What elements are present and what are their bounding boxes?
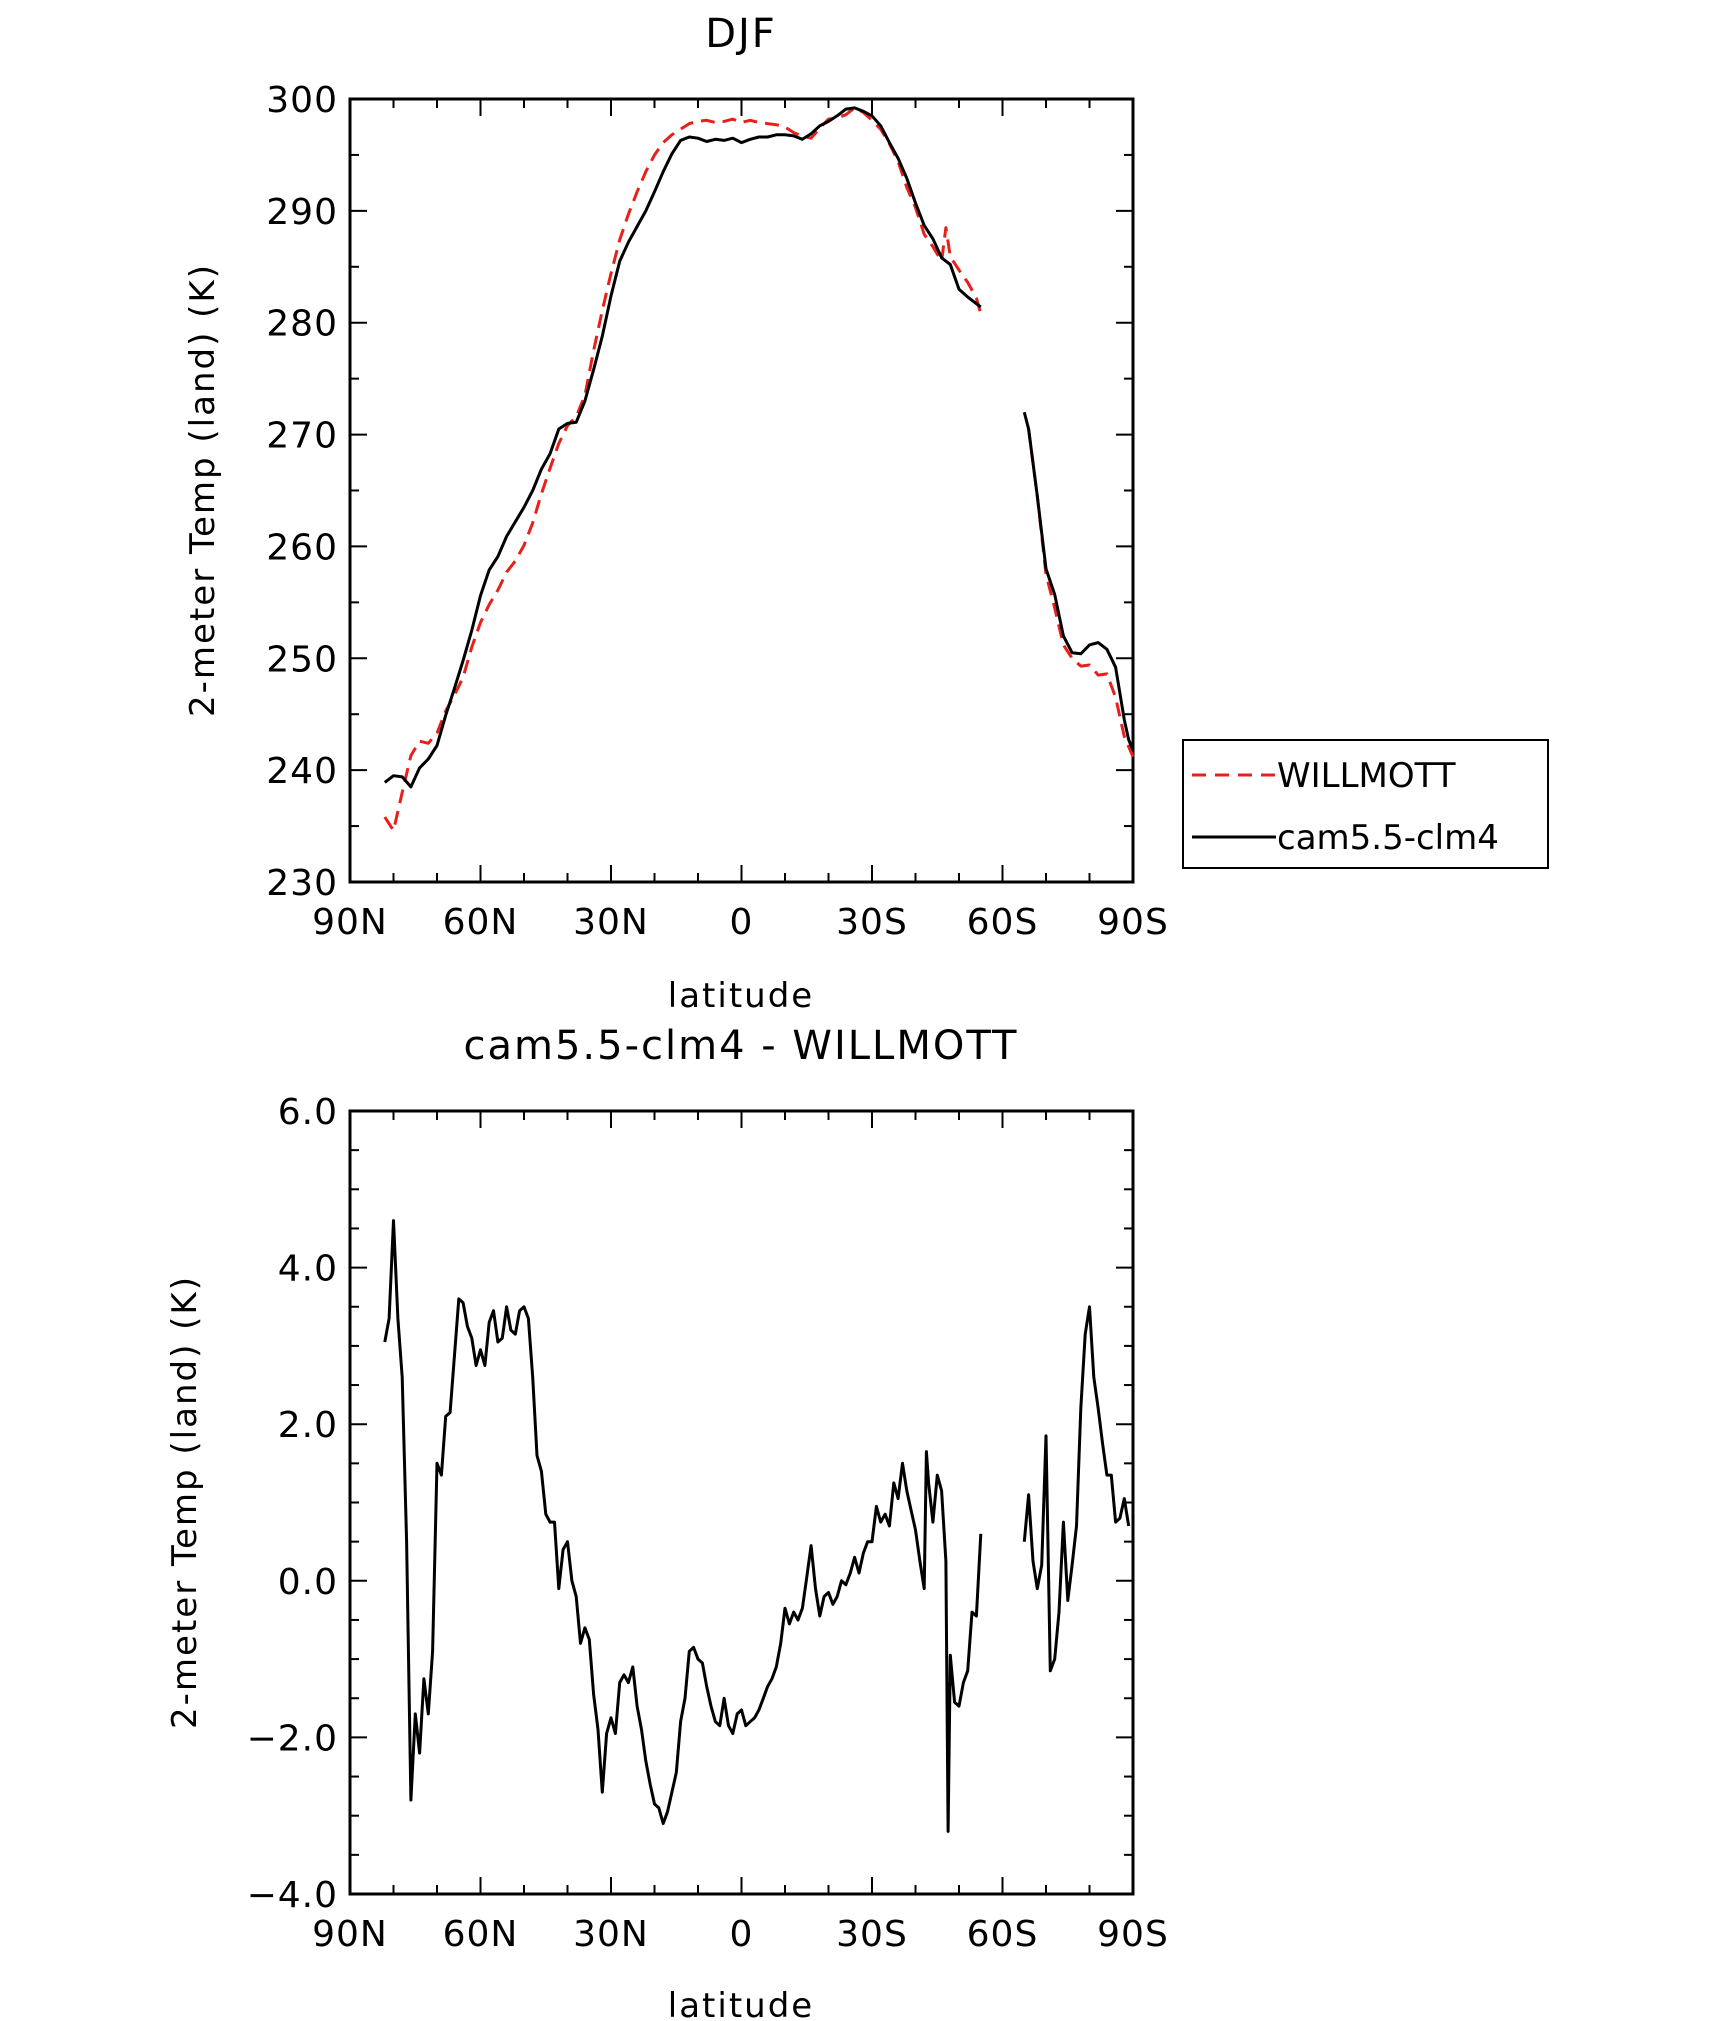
x-tick-label: 60N (443, 1914, 519, 1955)
series-layer (383, 1219, 1131, 1833)
x-tick-label: 30N (573, 902, 649, 943)
series-line-difference (383, 1219, 983, 1833)
x-tick-label: 60S (967, 1914, 1039, 1955)
chart-title: cam5.5-clm4 - WILLMOTT (464, 1023, 1019, 1069)
y-tick-label: 270 (266, 416, 338, 457)
legend-label-willmott: WILLMOTT (1277, 756, 1456, 796)
series-line-willmott (1027, 428, 1135, 758)
x-tick-label: 30S (836, 1914, 908, 1955)
x-axis-label: latitude (668, 976, 814, 1016)
bottom-panel-difference: cam5.5-clm4 - WILLMOTT −4.0 −2.0 0.0 2.0 4.0… (165, 1023, 1169, 2021)
series-line-cam5-5-clm4 (383, 106, 982, 789)
y-axis-label: 2-meter Temp (land) (K) (165, 1275, 205, 1729)
y-tick-label: 230 (266, 863, 338, 904)
x-tick-labels: 90N 60N 30N 0 30S 60S 90S (312, 902, 1169, 943)
series-layer (383, 106, 1135, 832)
x-tick-label: 60S (967, 902, 1039, 943)
y-tick-label: 2.0 (278, 1405, 338, 1446)
legend-label-cam: cam5.5-clm4 (1277, 818, 1499, 858)
y-axis-label: 2-meter Temp (land) (K) (183, 263, 223, 717)
x-tick-label: 90S (1097, 1914, 1169, 1955)
y-tick-label: 300 (266, 80, 338, 121)
x-tick-label: 90N (312, 1914, 388, 1955)
plot-frame (348, 97, 1135, 884)
legend-box (1182, 739, 1549, 869)
x-tick-label: 90S (1097, 902, 1169, 943)
y-tick-label: 280 (266, 304, 338, 345)
tick-marks (349, 98, 1134, 883)
y-tick-labels: 230 240 250 260 270 280 290 300 (266, 80, 338, 904)
y-tick-label: 6.0 (278, 1092, 338, 1133)
y-tick-label: 240 (266, 751, 338, 792)
x-tick-label: 0 (730, 1914, 754, 1955)
y-tick-label: −4.0 (247, 1875, 338, 1916)
y-tick-label: −2.0 (247, 1718, 338, 1759)
y-tick-label: 4.0 (278, 1249, 338, 1290)
series-line-difference (1022, 1305, 1131, 1673)
x-tick-label: 60N (443, 902, 519, 943)
y-tick-label: 0.0 (278, 1562, 338, 1603)
plot-frame (348, 1109, 1135, 1896)
x-tick-labels: 90N 60N 30N 0 30S 60S 90S (312, 1914, 1169, 1955)
y-tick-label: 260 (266, 527, 338, 568)
series-line-willmott (383, 106, 983, 832)
x-tick-label: 90N (312, 902, 388, 943)
x-tick-label: 30N (573, 1914, 649, 1955)
y-tick-label: 250 (266, 639, 338, 680)
x-axis-label: latitude (668, 1986, 814, 2021)
chart-title: DJF (705, 11, 777, 57)
x-tick-label: 0 (730, 902, 754, 943)
y-tick-labels: −4.0 −2.0 0.0 2.0 4.0 6.0 (247, 1092, 338, 1916)
y-tick-label: 290 (266, 192, 338, 233)
top-panel-djf: DJF 230 240 250 260 270 280 290 300 90N 60N 30N 0 3… (183, 11, 1549, 1016)
series-line-cam5-5-clm4 (1022, 411, 1135, 751)
tick-marks (349, 1110, 1134, 1895)
x-tick-label: 30S (836, 902, 908, 943)
legend: WILLMOTT cam5.5-clm4 (1182, 739, 1549, 869)
